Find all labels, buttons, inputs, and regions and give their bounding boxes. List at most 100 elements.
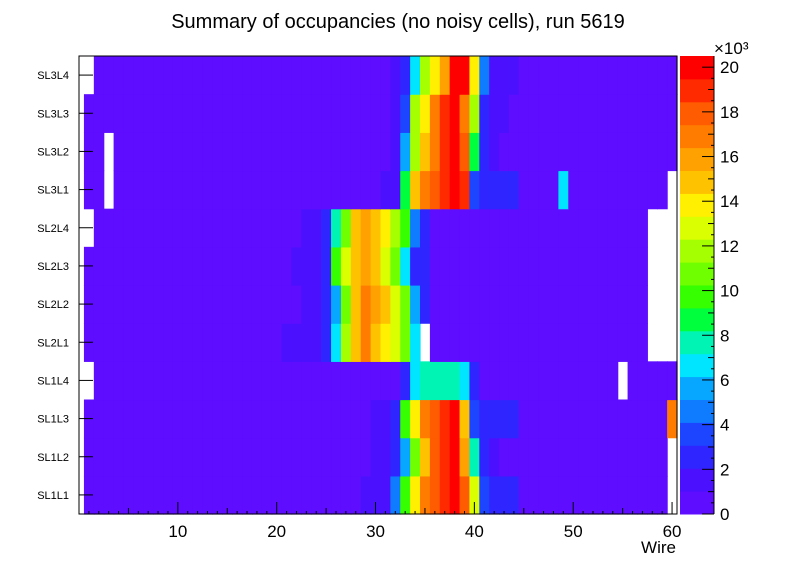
heatmap-cell [538,323,550,362]
heatmap-cell [499,56,510,95]
heatmap-cell [163,437,174,477]
color-palette: 0 2 4 6 8 10 12 14 16 18 20 [680,56,739,524]
heatmap-cell [538,399,550,439]
heatmap-cell [163,323,174,362]
heatmap-cell [479,323,490,362]
heatmap-cell [331,285,342,324]
heatmap-cell [657,475,668,515]
heatmap-cell [588,475,599,515]
heatmap-cell [370,132,382,172]
y-tick-label: SL1L4 [37,375,69,387]
heatmap-cell [479,56,490,95]
heatmap-cell [657,399,668,439]
heatmap-cell [588,323,599,362]
heatmap-cell [558,323,569,362]
heatmap-cell [291,94,302,133]
heatmap-cell [538,94,550,133]
heatmap-cell [153,246,164,286]
heatmap-cell [251,56,263,95]
heatmap-cell [518,56,530,95]
heatmap-cell [143,56,154,95]
x-tick-label: 40 [465,522,484,541]
heatmap-cell [321,323,332,362]
heatmap-cell [548,475,559,515]
heatmap-cell [311,246,322,286]
heatmap-cell [548,399,559,439]
heatmap-cell [113,56,125,95]
heatmap-cell [578,94,589,133]
heatmap-cell [153,361,164,401]
heatmap-cell [588,399,599,439]
heatmap-cell [607,475,619,515]
heatmap-cell [360,475,372,515]
heatmap-cell [459,475,471,515]
heatmap-cell [172,94,184,133]
heatmap-cell [321,399,332,439]
heatmap-cell [469,208,480,248]
heatmap-cell [528,399,540,439]
heatmap-cell [499,132,510,172]
palette-swatch [680,353,714,378]
heatmap-cell [429,475,441,515]
heatmap-cell [182,399,194,439]
heatmap-cell [321,94,332,133]
heatmap-cell [410,94,421,133]
heatmap-cell [548,132,559,172]
heatmap-cell [153,437,164,477]
heatmap-cell [637,208,648,248]
heatmap-cell [439,246,451,286]
heatmap-cell [370,285,382,324]
heatmap-cell [558,56,569,95]
heatmap-cell [123,56,134,95]
heatmap-cell [311,475,322,515]
heatmap-cell [242,437,253,477]
heatmap-cell [568,208,579,248]
heatmap-cell [281,361,293,401]
heatmap-cell [350,475,362,515]
heatmap-cell [578,323,589,362]
heatmap-cell [172,56,184,95]
heatmap-cell [103,475,115,515]
heatmap-cell [182,437,194,477]
heatmap-cell [172,437,184,477]
heatmap-cell [538,56,550,95]
heatmap-cell [578,437,589,477]
heatmap-cell [429,170,441,210]
heatmap-cell [508,285,520,324]
heatmap-cell [202,56,214,95]
heatmap-cell [103,323,115,362]
heatmap-cell [93,285,105,324]
heatmap-cell [340,208,352,248]
heatmap-cell [163,56,174,95]
heatmap-cell [439,285,451,324]
heatmap-cell [202,285,214,324]
heatmap-cell [331,208,342,248]
heatmap-cell [617,285,629,324]
z-tick-label: 18 [720,103,739,122]
heatmap-cell [508,56,520,95]
heatmap-cell [202,475,214,515]
heatmap-cell [321,208,332,248]
heatmap-cell [192,94,204,133]
heatmap-cell [182,323,194,362]
heatmap-cell [93,437,105,477]
heatmap-cell [518,399,530,439]
heatmap-cell [331,56,342,95]
heatmap-cell [469,170,480,210]
heatmap-cells [83,56,678,515]
heatmap-cell [637,323,648,362]
palette-swatch [680,170,714,194]
heatmap-cell [281,170,293,210]
heatmap-cell [202,132,214,172]
palette-swatch [680,468,714,492]
heatmap-cell [133,323,144,362]
heatmap-cell [469,56,480,95]
heatmap-cell [597,323,609,362]
heatmap-cell [261,246,273,286]
heatmap-cell [350,361,362,401]
heatmap-cell [588,361,599,401]
heatmap-cell [627,361,639,401]
heatmap-cell [439,208,451,248]
heatmap-cell [271,285,283,324]
heatmap-cell [459,246,471,286]
